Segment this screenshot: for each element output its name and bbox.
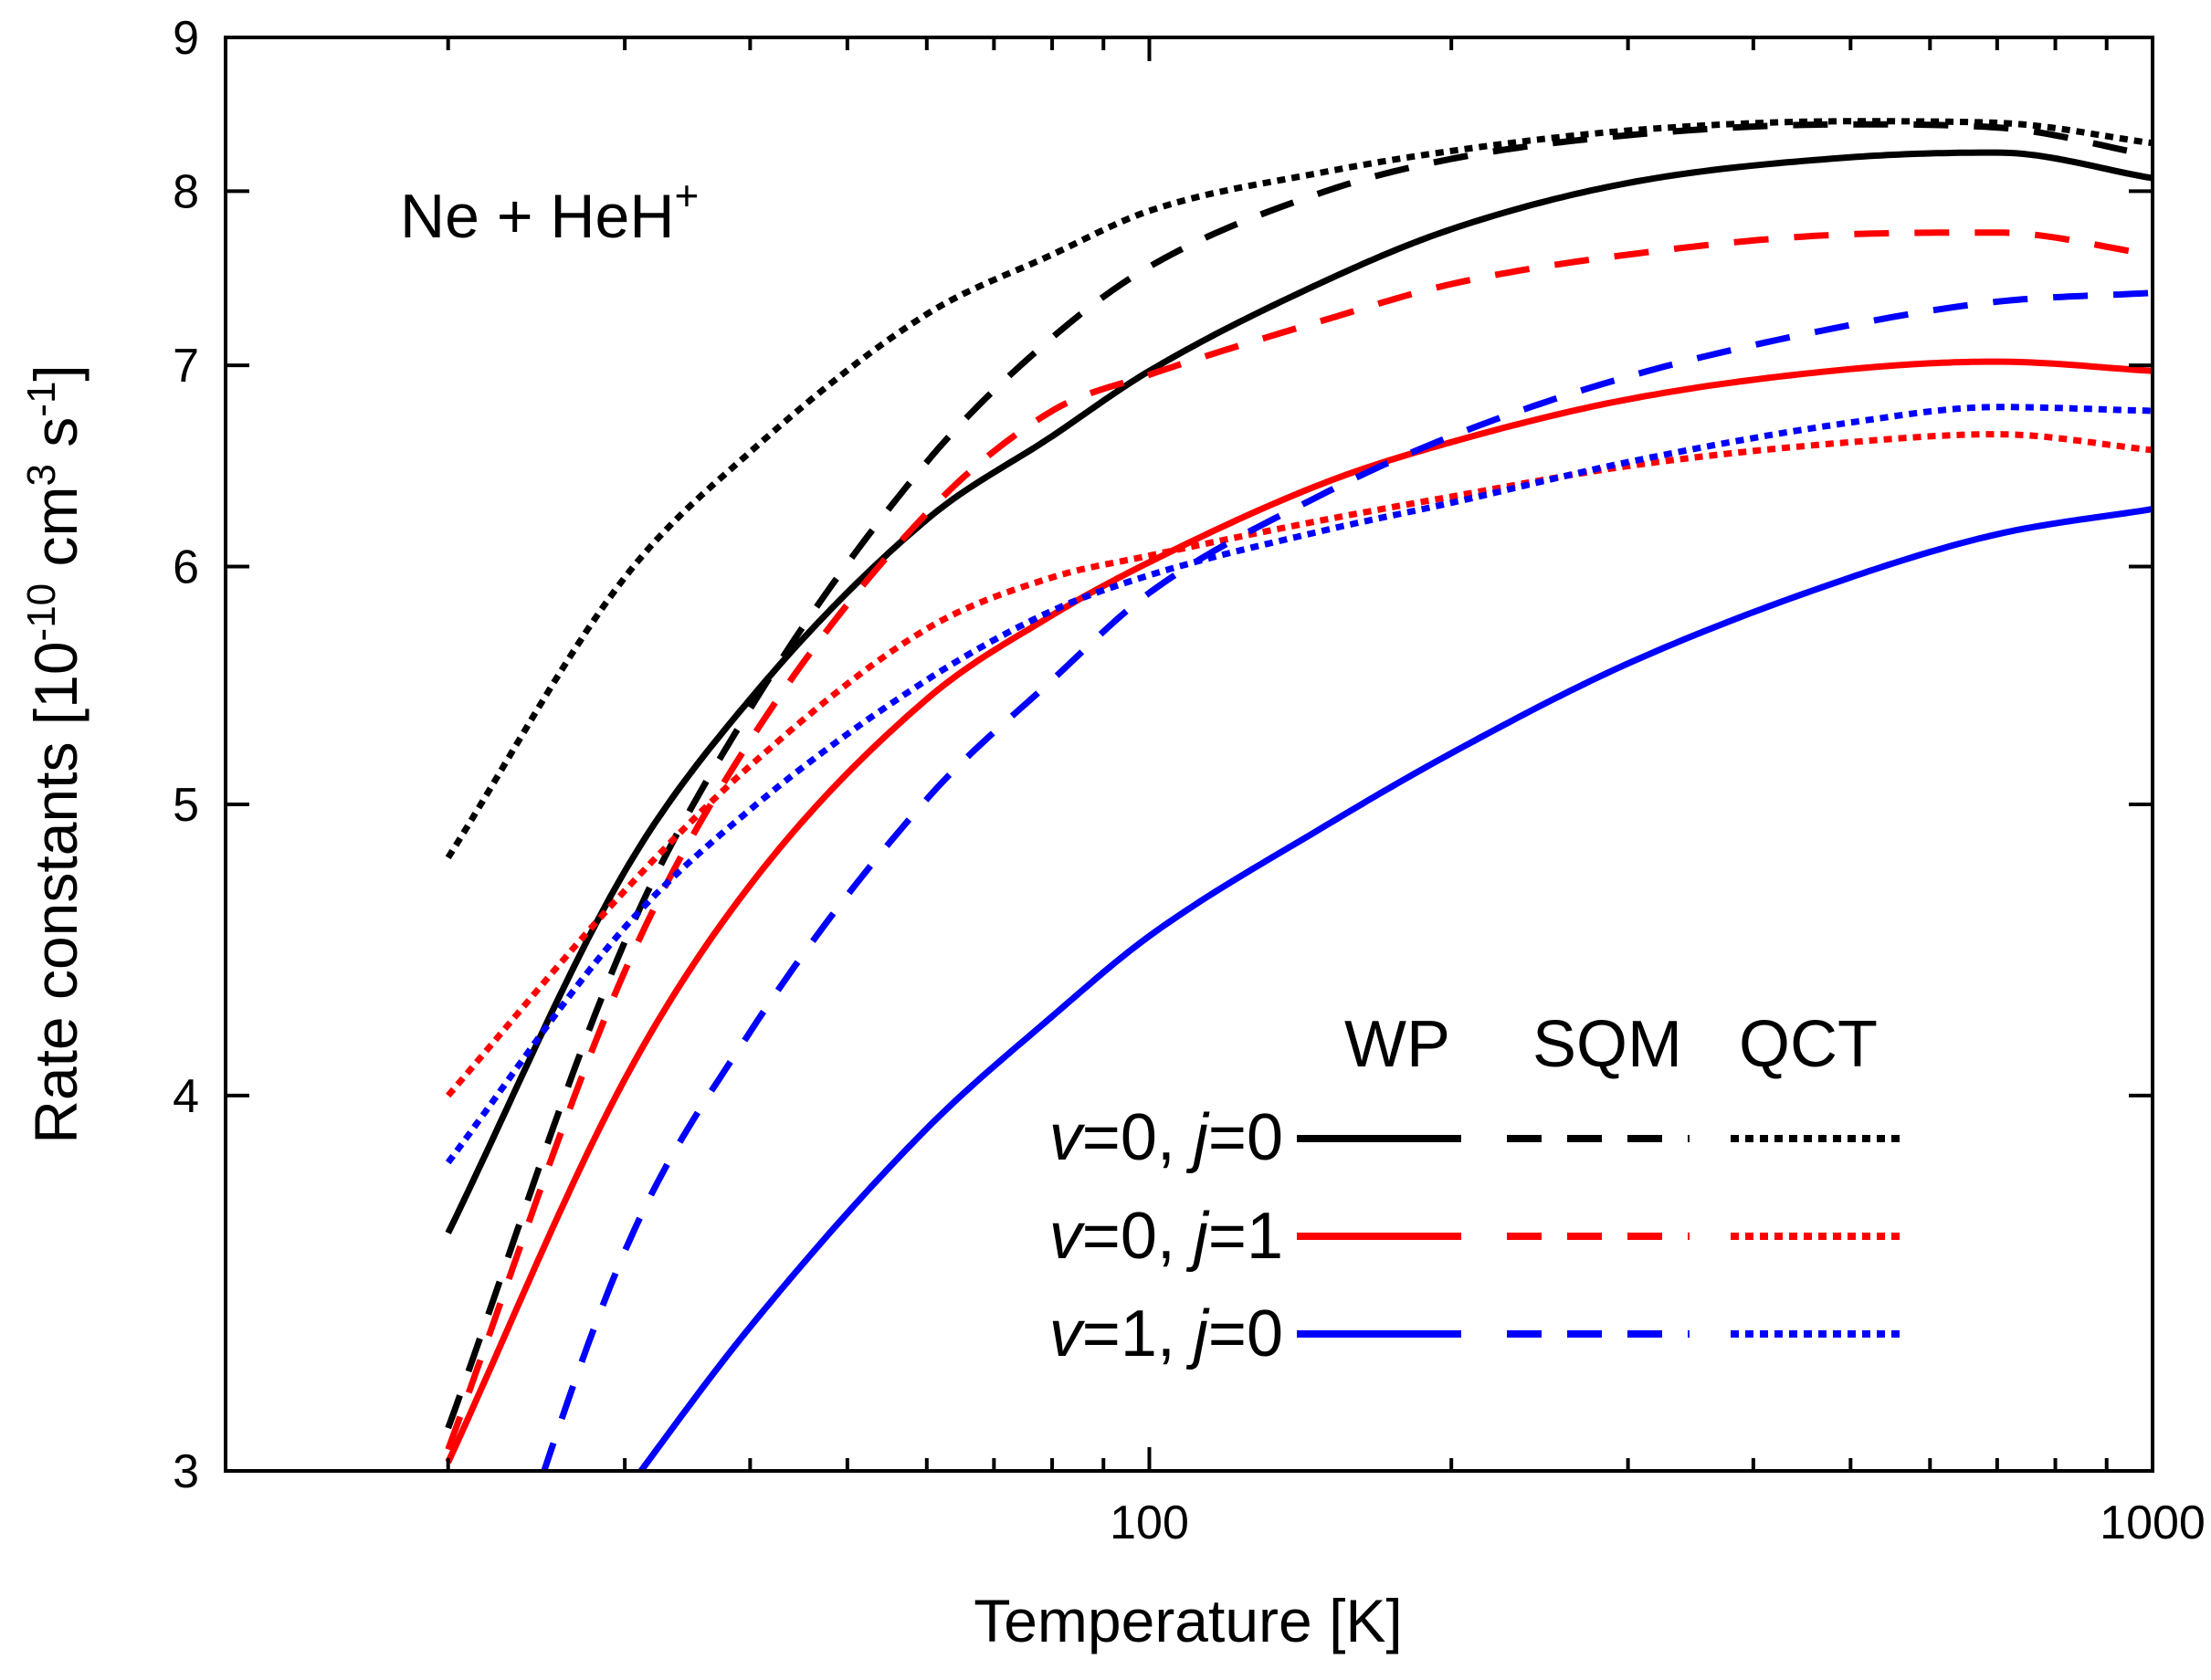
series-line-sqm-1 [445,121,2153,1430]
reaction-annotation-superscript: + [674,172,699,219]
ytick-label-6: 9 [173,12,199,65]
series-line-sqm-4 [445,229,2153,1451]
y-axis-label: Rate constants [10-10 cm3 s-1] [19,364,89,1144]
ytick-label-4: 7 [173,340,199,393]
legend-samples [1297,1135,1904,1338]
series-line-qct-8 [445,404,2153,1165]
ytick-label-1: 4 [173,1070,199,1123]
x-axis-label: Temperature [K] [974,1587,1403,1654]
y-axis-label-mid2: s [22,417,89,464]
series-line-qct-5 [446,431,2153,1098]
y-axis-label-exp3: -1 [19,382,64,417]
series-line-wp-0 [445,149,2153,1234]
ytick-label-5: 8 [173,165,199,218]
series-line-sqm-7 [541,289,2153,1471]
y-axis-label-exp2: 3 [19,464,64,486]
y-axis-label-mid1: cm [22,487,89,583]
legend-header-qct: QCT [1739,1008,1878,1081]
series-line-qct-2 [445,118,2153,860]
legend-row-label-0: v=0, j=0 [1049,1101,1283,1174]
legend: WP SQM QCT v=0, j=0 v=0, j=1 v=1, j=0 [1049,1008,1904,1370]
y-axis-label-prefix: Rate constants [10 [22,641,89,1143]
ytick-label-0: 3 [173,1445,199,1498]
series-layer [445,118,2153,1471]
legend-row-label-1: v=0, j=1 [1049,1200,1283,1273]
y-axis-label-suffix: ] [22,364,89,381]
reaction-annotation-text: Ne + HeH [400,182,674,251]
ytick-label-3: 6 [173,541,199,593]
legend-header-wp: WP [1344,1008,1450,1081]
tick-layer [226,36,2154,1473]
reaction-annotation: Ne + HeH+ [400,172,699,251]
legend-row-label-2: v=1, j=0 [1049,1297,1283,1370]
plot-frame [224,36,2154,1473]
xtick-label-1: 1000 [2100,1496,2206,1549]
xtick-label-0: 100 [1110,1496,1189,1549]
series-line-wp-6 [637,506,2153,1471]
ytick-labels: 3 4 5 6 7 8 9 [173,12,199,1498]
ytick-label-2: 5 [173,779,199,832]
legend-header-sqm: SQM [1532,1008,1682,1081]
xtick-labels: 100 1000 [1110,1496,2206,1549]
series-line-wp-3 [445,358,2153,1464]
y-axis-label-exp1: -10 [19,583,64,642]
